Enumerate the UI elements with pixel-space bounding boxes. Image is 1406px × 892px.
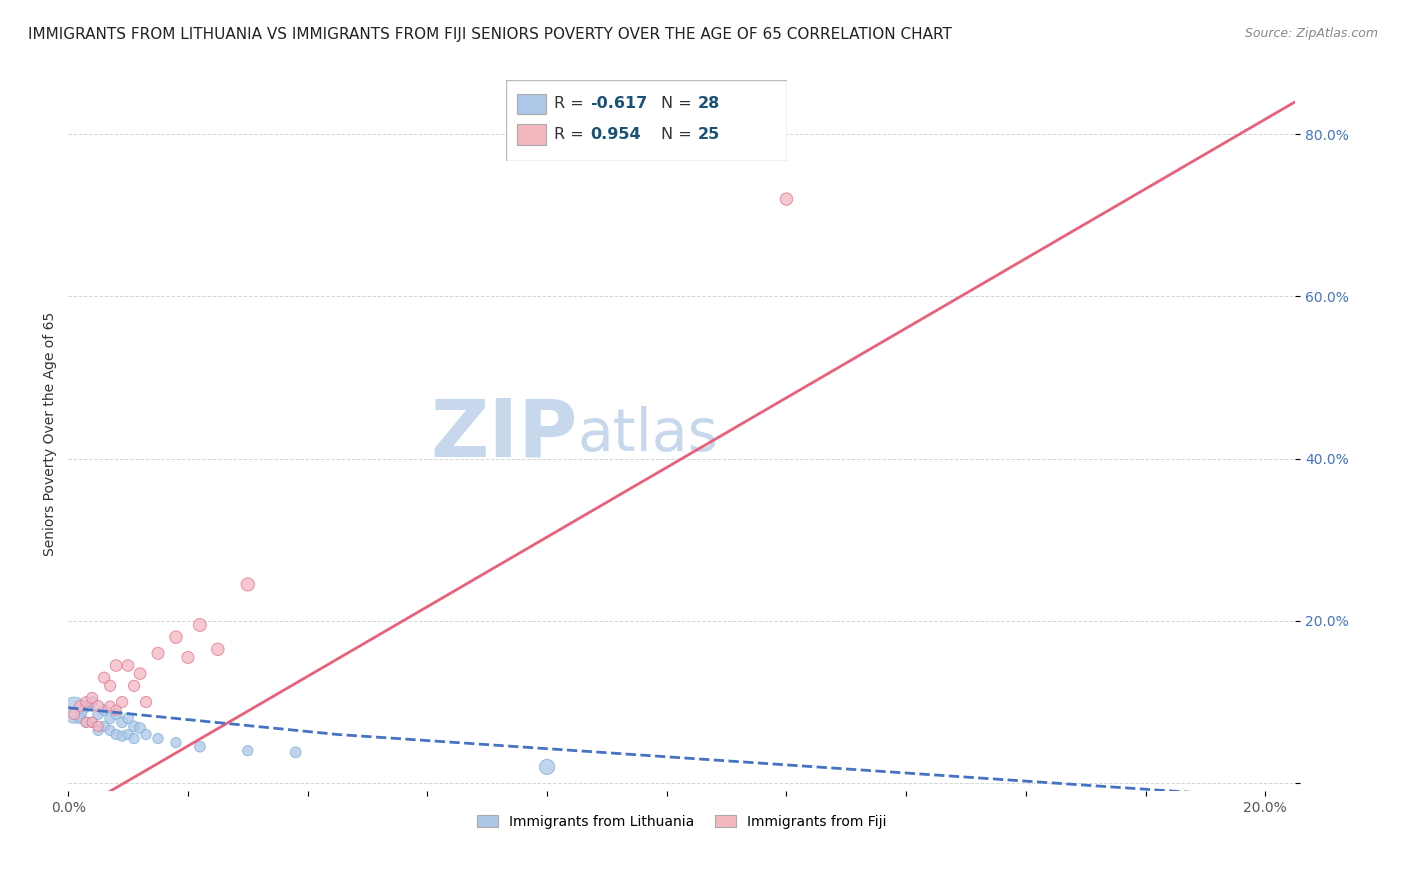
- Point: [98, 711, 121, 725]
- Point: [105, 658, 128, 673]
- Point: [165, 630, 187, 644]
- Point: [75, 695, 97, 709]
- Point: [87, 719, 110, 733]
- Point: [122, 731, 145, 746]
- Point: [75, 715, 97, 730]
- Point: [98, 699, 121, 714]
- Point: [105, 703, 128, 717]
- Point: [87, 707, 110, 722]
- Text: IMMIGRANTS FROM LITHUANIA VS IMMIGRANTS FROM FIJI SENIORS POVERTY OVER THE AGE O: IMMIGRANTS FROM LITHUANIA VS IMMIGRANTS …: [28, 27, 952, 42]
- Text: R =: R =: [554, 127, 589, 142]
- Point: [93, 703, 115, 717]
- Point: [236, 577, 259, 591]
- Point: [129, 666, 152, 681]
- Point: [117, 711, 139, 725]
- Point: [207, 642, 229, 657]
- Bar: [517, 124, 546, 145]
- Point: [75, 699, 97, 714]
- Point: [63, 703, 86, 717]
- Y-axis label: Seniors Poverty Over the Age of 65: Seniors Poverty Over the Age of 65: [44, 312, 58, 557]
- Text: N =: N =: [661, 127, 697, 142]
- Point: [82, 690, 104, 705]
- Point: [111, 695, 134, 709]
- Point: [122, 679, 145, 693]
- Text: 28: 28: [697, 96, 720, 112]
- Point: [236, 744, 259, 758]
- Point: [284, 745, 307, 759]
- Point: [775, 192, 797, 206]
- Point: [146, 646, 169, 660]
- Point: [117, 727, 139, 741]
- Point: [135, 695, 157, 709]
- Text: atlas: atlas: [578, 406, 718, 463]
- Point: [536, 760, 558, 774]
- Point: [93, 719, 115, 733]
- Point: [69, 711, 91, 725]
- Point: [69, 699, 91, 714]
- Point: [105, 727, 128, 741]
- Text: Source: ZipAtlas.com: Source: ZipAtlas.com: [1244, 27, 1378, 40]
- Point: [93, 671, 115, 685]
- Point: [122, 719, 145, 733]
- Point: [111, 715, 134, 730]
- Point: [98, 723, 121, 738]
- Text: N =: N =: [661, 96, 697, 112]
- Point: [87, 723, 110, 738]
- Legend: Immigrants from Lithuania, Immigrants from Fiji: Immigrants from Lithuania, Immigrants fr…: [471, 809, 891, 834]
- Point: [87, 699, 110, 714]
- Text: -0.617: -0.617: [591, 96, 648, 112]
- Point: [98, 679, 121, 693]
- Point: [135, 727, 157, 741]
- Point: [111, 729, 134, 743]
- Text: R =: R =: [554, 96, 589, 112]
- Point: [188, 618, 211, 632]
- Point: [63, 707, 86, 722]
- Point: [117, 658, 139, 673]
- Text: 25: 25: [697, 127, 720, 142]
- Point: [105, 707, 128, 722]
- Text: 0.954: 0.954: [591, 127, 641, 142]
- Point: [82, 715, 104, 730]
- Point: [82, 695, 104, 709]
- Bar: [517, 95, 546, 114]
- Point: [146, 731, 169, 746]
- Point: [165, 736, 187, 750]
- Point: [129, 721, 152, 735]
- Point: [177, 650, 200, 665]
- Point: [188, 739, 211, 754]
- Point: [82, 715, 104, 730]
- FancyBboxPatch shape: [506, 80, 787, 161]
- Text: ZIP: ZIP: [430, 395, 578, 474]
- Point: [75, 715, 97, 730]
